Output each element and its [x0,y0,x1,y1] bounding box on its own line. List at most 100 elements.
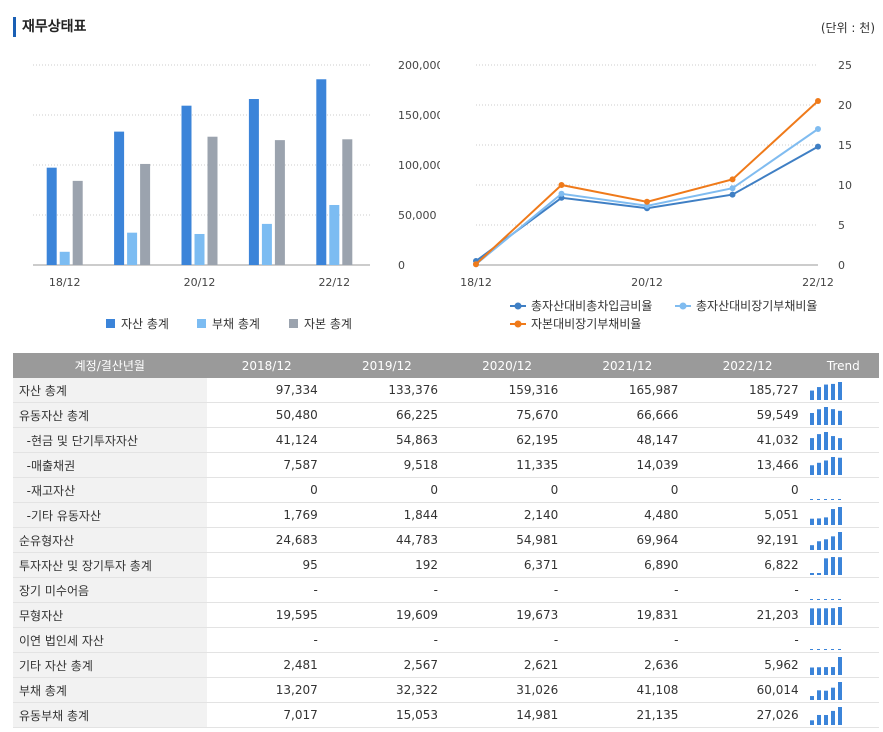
legend-item[interactable]: 자본대비장기부채비율 [510,315,641,332]
y-tick-label: 200,000 [398,59,440,72]
cell-value: 41,032 [687,427,808,453]
legend-item[interactable]: 부채 총계 [197,315,260,332]
cell-value: 159,316 [447,378,568,403]
unit-label: (단위 : 천) [820,21,875,35]
bar [46,167,57,265]
legend-item[interactable]: 자본 총계 [289,315,352,332]
cell-value: - [687,627,808,653]
trend-sparkline [809,507,842,525]
cell-value: - [687,577,808,603]
trend-sparkline [809,432,842,450]
legend-label: 자산 총계 [121,317,169,331]
row-label: 순유형자산 [13,527,207,553]
sparkline-bar [809,545,814,550]
cell-value: 5,962 [687,652,808,678]
trend-sparkline [809,649,841,650]
y-tick-label: 100,000 [398,159,440,172]
table-row: 장기 미수어음 - - - - - [13,577,879,603]
cell-value: 6,890 [567,552,688,578]
line-chart: 25 20 15 10 5 0 18/12 20/12 22/12 [460,59,852,289]
sparkline-bar [823,432,828,450]
sparkline-bar [809,608,814,625]
header-period: 2020/12 [447,353,568,378]
bar [274,140,285,265]
cell-value: 2,621 [447,652,568,678]
cell-value: 14,981 [447,702,568,728]
sparkline-bar [837,457,842,475]
financial-table: 계정/결산년월 2018/12 2019/12 2020/12 2021/12 2022/… [13,353,879,728]
cell-value: - [206,627,327,653]
table-row: 유동부채 총계 7,017 15,053 14,981 21,135 27,026 [13,702,879,728]
sparkline-bar [816,690,821,700]
sparkline-bar [830,383,835,400]
table-row: 무형자산 19,595 19,609 19,673 19,831 21,203 [13,602,879,628]
legend-item[interactable]: 자산 총계 [106,315,169,332]
cell-value: 95 [206,552,327,578]
table-header: 계정/결산년월 2018/12 2019/12 2020/12 2021/12 2022/… [13,353,879,378]
cell-value: 4,480 [567,502,688,528]
row-label: 자산 총계 [13,378,207,403]
cell-value: 54,981 [447,527,568,553]
cell-value: 54,863 [326,427,447,453]
data-point [815,126,821,132]
table-row: 유동자산 총계 50,480 66,225 75,670 66,666 59,549 [13,402,879,428]
y-tick-label: 150,000 [398,109,440,122]
trend-sparkline [809,607,842,625]
legend-label: 총자산대비장기부채비율 [696,299,818,313]
table-row: 기타 자산 총계 2,481 2,567 2,621 2,636 5,962 [13,652,879,678]
sparkline-bar [830,409,835,425]
sparkline-bar [809,390,814,400]
sparkline-bar [837,507,842,525]
cell-value: 133,376 [326,378,447,403]
legend-item[interactable]: 총자산대비장기부채비율 [675,297,817,314]
trend-sparkline [809,599,841,600]
legend-label: 부채 총계 [212,317,260,331]
cell-value: 48,147 [567,427,688,453]
y-tick-label: 0 [838,259,845,272]
sparkline-bar [830,457,835,475]
series-line [475,100,819,265]
trend-cell [807,427,879,453]
x-tick-label: 18/12 [49,276,81,289]
bar [342,139,353,265]
row-label: 유동부채 총계 [13,702,207,728]
cell-value: 41,108 [567,677,688,703]
cell-value: 1,769 [206,502,327,528]
sparkline-bar [823,608,828,625]
cell-value: 0 [687,477,808,503]
row-label: -현금 및 단기투자자산 [13,427,207,453]
sparkline-bar [837,607,842,625]
legend-swatch-icon [289,319,298,328]
sparkline-bar [823,460,828,475]
sparkline-bar [816,667,821,675]
cell-value: 21,203 [687,602,808,628]
trend-sparkline [809,532,842,550]
cell-value: 19,609 [326,602,447,628]
legend-label: 총자산대비총차입금비율 [531,299,653,313]
trend-cell [807,402,879,428]
trend-sparkline [809,457,842,475]
table-row: 자산 총계 97,334 133,376 159,316 165,987 185,727 [13,378,879,403]
sparkline-bar [830,509,835,525]
data-point [558,182,565,188]
bar [248,99,259,265]
legend-item[interactable]: 총자산대비총차입금비율 [510,297,652,314]
cell-value: 0 [567,477,688,503]
sparkline-bar [816,387,821,400]
cell-value: 0 [326,477,447,503]
cell-value: 0 [206,477,327,503]
cell-value: 24,683 [206,527,327,553]
section-title: 재무상태표 [13,17,86,37]
cell-value: 5,051 [687,502,808,528]
header-period: 2019/12 [326,353,447,378]
sparkline-bar [830,436,835,450]
bar [59,251,70,265]
sparkline-bar [823,384,828,400]
legend-swatch-icon [197,319,206,328]
trend-cell [807,477,879,503]
bar [207,136,218,265]
bar [72,180,83,265]
row-label: 투자자산 및 장기투자 총계 [13,552,207,578]
data-point [729,185,736,192]
sparkline-bar [837,557,842,575]
